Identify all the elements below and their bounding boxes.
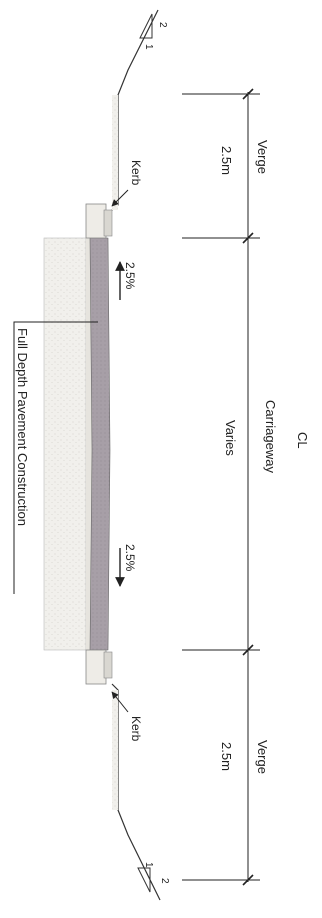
base-layer bbox=[86, 238, 92, 650]
verge-bottom-label: Verge bbox=[255, 740, 270, 774]
batter-bottom-v-label: 1 bbox=[143, 862, 154, 868]
carriageway-label: Carriageway bbox=[263, 400, 278, 473]
centerline-label: CL bbox=[295, 432, 310, 449]
batter-top-h-label: 1 bbox=[143, 44, 154, 50]
batter-bottom-h-label: 2 bbox=[159, 878, 170, 884]
batter-triangle-top bbox=[139, 13, 153, 39]
kerb-top-leader bbox=[111, 189, 129, 207]
pavement-note-leader bbox=[13, 321, 98, 594]
pavement-note-label: Full Depth Pavement Construction bbox=[15, 328, 30, 526]
verge-top-surface bbox=[111, 9, 159, 211]
asphalt-layer bbox=[89, 237, 111, 651]
verge-top-label: Verge bbox=[255, 140, 270, 174]
kerb-bottom-leader bbox=[111, 691, 129, 713]
dimension-line bbox=[182, 88, 260, 886]
pavement-layers bbox=[43, 237, 111, 651]
kerb-bottom-shape bbox=[85, 649, 113, 685]
verge-bottom-width-label: 2.5m bbox=[219, 742, 234, 771]
subgrade-layer bbox=[43, 237, 87, 651]
kerb-bottom-label: Kerb bbox=[129, 716, 143, 742]
kerb-top-shape bbox=[85, 203, 113, 239]
varies-label: Varies bbox=[223, 420, 238, 456]
verge-top-width-label: 2.5m bbox=[219, 146, 234, 175]
verge-bottom-surface bbox=[111, 683, 161, 901]
batter-triangle-bottom bbox=[137, 867, 151, 893]
kerb-top-label: Kerb bbox=[129, 160, 143, 186]
slope-upper-label: 2.5% bbox=[123, 262, 137, 290]
batter-top-v-label: 2 bbox=[157, 22, 168, 28]
slope-lower-label: 2.5% bbox=[123, 544, 137, 572]
